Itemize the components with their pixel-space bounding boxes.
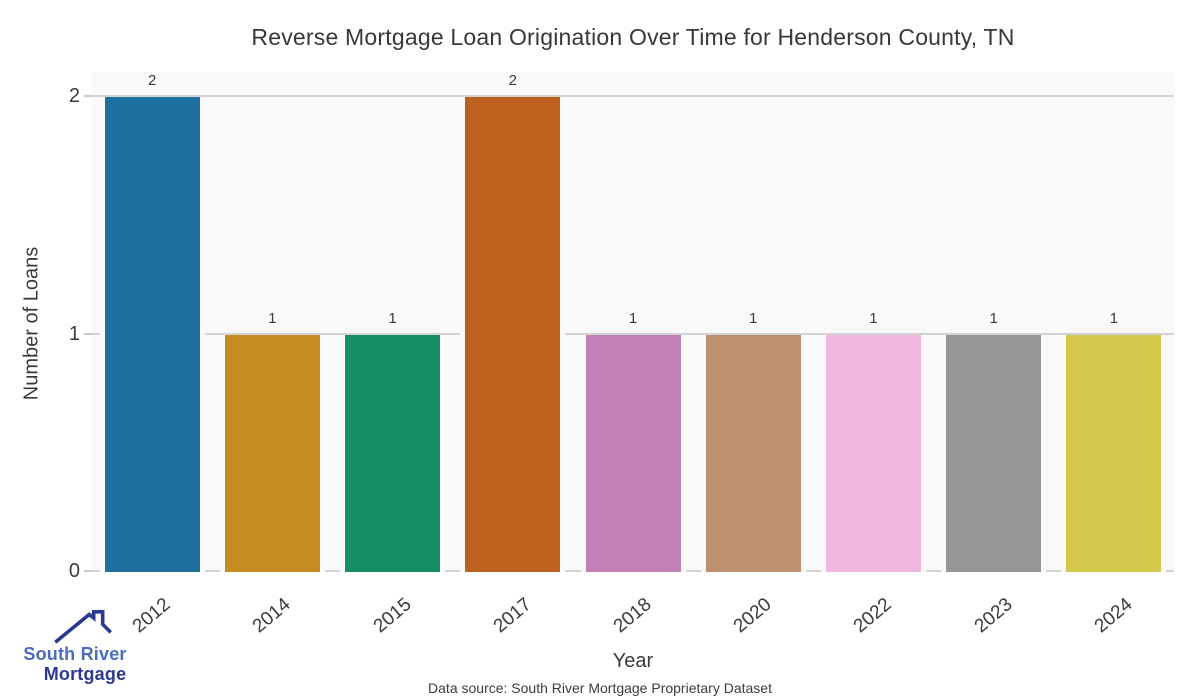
x-tick-label-2024: 2024 (1090, 593, 1137, 638)
y-tick-label-1: 1 (68, 322, 80, 345)
bar-2014[interactable] (219, 334, 325, 572)
x-tick-label-2018: 2018 (609, 593, 656, 638)
house-roof-icon (54, 610, 113, 644)
y-tick-mark-1 (84, 332, 92, 335)
x-tick-label-2022: 2022 (850, 593, 897, 638)
bar-2017[interactable] (460, 97, 566, 572)
gridline-y2 (92, 95, 1174, 97)
bar-value-label-2023: 1 (989, 309, 998, 327)
bar-value-label-2022: 1 (869, 309, 878, 327)
x-tick-label-2014: 2014 (249, 593, 295, 638)
bar-2024[interactable] (1061, 334, 1167, 572)
bar-value-label-2018: 1 (628, 309, 638, 327)
bar-2012[interactable] (99, 97, 205, 572)
y-tick-label-0: 0 (68, 560, 80, 582)
x-tick-label-2023: 2023 (970, 593, 1017, 638)
south-river-mortgage-logo: South River Mortgage (16, 606, 136, 692)
bar-value-label-2014: 1 (268, 309, 277, 327)
x-axis-title: Year (612, 650, 654, 672)
bar-value-label-2017: 2 (508, 72, 517, 89)
bar-2023[interactable] (941, 334, 1047, 572)
bar-2018[interactable] (580, 334, 686, 572)
bar-value-label-2020: 1 (749, 309, 758, 327)
x-tick-label-2015: 2015 (369, 593, 416, 638)
bar-value-label-2012: 2 (147, 72, 157, 89)
x-tick-label-2020: 2020 (729, 593, 776, 638)
bar-value-label-2015: 1 (388, 309, 397, 327)
bar-value-label-2024: 1 (1109, 309, 1119, 327)
x-tick-label-2017: 2017 (489, 593, 536, 638)
plot-area: 2 1 1 2 1 1 1 1 1 (92, 72, 1174, 572)
y-tick-mark-2 (84, 95, 92, 97)
roof-outline (54, 610, 113, 644)
gridline-y1 (92, 332, 1174, 335)
bar-2022[interactable] (820, 334, 926, 572)
bar-2020[interactable] (700, 334, 806, 572)
logo-text-line2: Mortgage (43, 664, 127, 684)
source-note: Data source: South River Mortgage Propri… (428, 680, 772, 696)
y-tick-mark-0 (84, 570, 92, 572)
y-tick-label-2: 2 (68, 85, 80, 107)
y-axis-title: Number of Loans (20, 246, 43, 401)
bar-2015[interactable] (340, 334, 446, 572)
chart-title: Reverse Mortgage Loan Origination Over T… (251, 24, 1015, 50)
logo-text-line1: South River (23, 644, 127, 664)
